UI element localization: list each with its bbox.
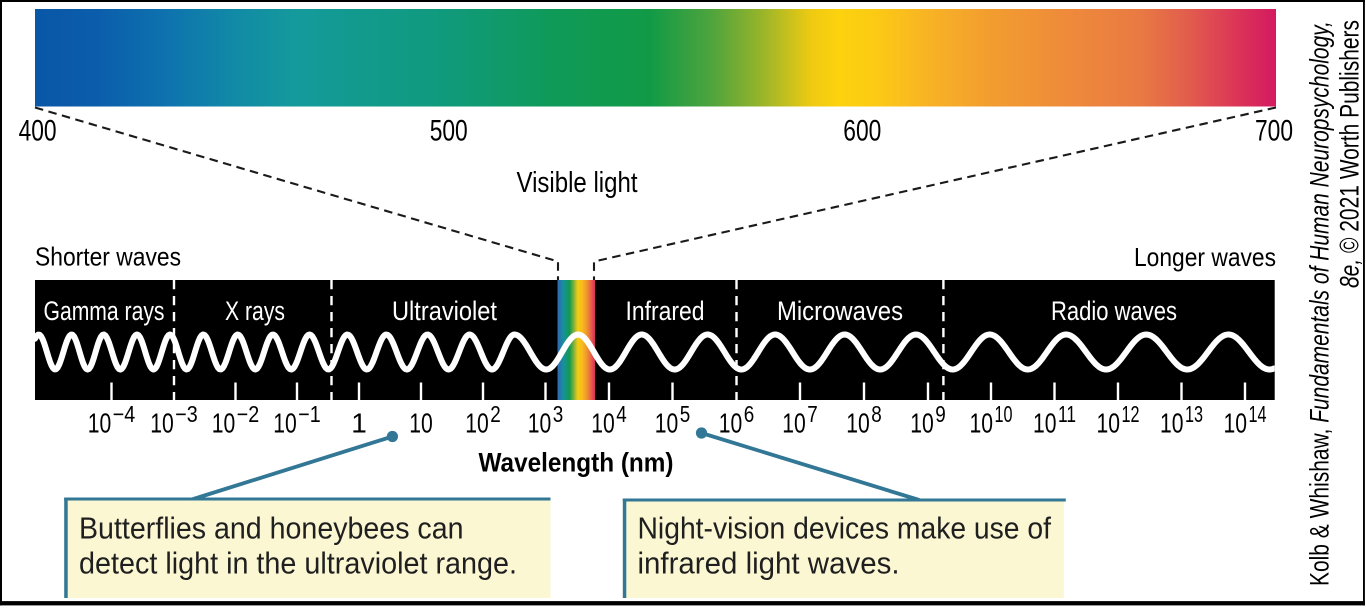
svg-text:10: 10: [970, 408, 994, 439]
svg-text:Visible light: Visible light: [517, 167, 638, 199]
svg-text:10: 10: [846, 408, 870, 439]
svg-text:10: 10: [591, 408, 615, 439]
svg-text:10: 10: [1033, 408, 1057, 439]
svg-text:12: 12: [1122, 401, 1140, 427]
svg-text:7: 7: [807, 401, 818, 427]
svg-text:Infrared: Infrared: [626, 296, 705, 326]
svg-text:3: 3: [553, 401, 564, 427]
svg-text:infrared light waves.: infrared light waves.: [638, 546, 900, 581]
svg-text:600: 600: [843, 115, 881, 148]
svg-text:8e, © 2021 Worth Publishers: 8e, © 2021 Worth Publishers: [1335, 20, 1365, 288]
svg-text:13: 13: [1185, 401, 1203, 427]
svg-text:X rays: X rays: [225, 296, 285, 326]
svg-text:10: 10: [910, 408, 934, 439]
svg-text:2: 2: [490, 401, 501, 427]
svg-text:10: 10: [409, 408, 433, 439]
svg-text:8: 8: [871, 401, 882, 427]
svg-text:10: 10: [995, 401, 1013, 427]
svg-text:−3: −3: [175, 401, 198, 427]
svg-text:10: 10: [528, 408, 552, 439]
svg-text:4: 4: [616, 401, 627, 427]
svg-text:10: 10: [655, 408, 679, 439]
svg-text:−4: −4: [113, 401, 136, 427]
svg-text:10: 10: [782, 408, 806, 439]
svg-text:500: 500: [430, 115, 468, 148]
svg-text:−1: −1: [298, 401, 321, 427]
svg-text:10: 10: [150, 408, 174, 439]
svg-text:14: 14: [1249, 401, 1267, 427]
svg-text:Ultraviolet: Ultraviolet: [392, 296, 498, 326]
svg-text:detect light in the ultraviole: detect light in the ultraviolet range.: [79, 546, 517, 581]
svg-text:9: 9: [935, 401, 946, 427]
svg-text:6: 6: [744, 401, 755, 427]
svg-text:10: 10: [1097, 408, 1121, 439]
svg-text:10: 10: [719, 408, 743, 439]
svg-text:Butterflies and honeybees can: Butterflies and honeybees can: [79, 511, 464, 546]
svg-text:10: 10: [212, 408, 236, 439]
svg-text:Radio waves: Radio waves: [1051, 296, 1177, 326]
svg-text:10: 10: [465, 408, 489, 439]
svg-text:1: 1: [351, 408, 367, 439]
svg-text:Gamma rays: Gamma rays: [44, 296, 165, 326]
svg-text:Wavelength (nm): Wavelength (nm): [479, 448, 674, 478]
svg-text:10: 10: [1160, 408, 1184, 439]
svg-text:700: 700: [1255, 115, 1293, 148]
svg-text:400: 400: [19, 115, 57, 148]
svg-text:10: 10: [88, 408, 112, 439]
svg-text:Microwaves: Microwaves: [777, 296, 903, 326]
svg-text:−2: −2: [237, 401, 260, 427]
svg-text:Shorter waves: Shorter waves: [35, 242, 181, 272]
svg-text:11: 11: [1058, 401, 1076, 427]
svg-text:Kolb & Whishaw, Fundamentals o: Kolb & Whishaw, Fundamentals of Human Ne…: [1305, 21, 1335, 586]
svg-text:Night-vision devices make use: Night-vision devices make use of: [638, 511, 1052, 546]
svg-text:10: 10: [1224, 408, 1248, 439]
svg-text:Longer waves: Longer waves: [1134, 242, 1276, 272]
svg-text:10: 10: [273, 408, 297, 439]
svg-text:5: 5: [680, 401, 691, 427]
